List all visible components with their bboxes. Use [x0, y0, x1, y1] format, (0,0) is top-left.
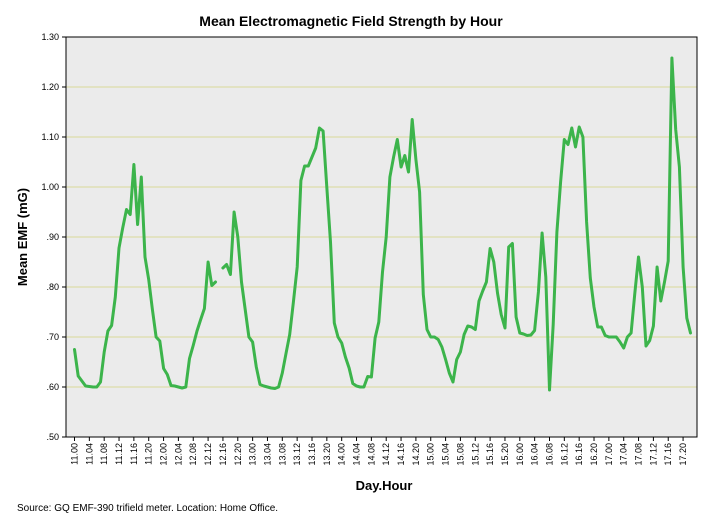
x-tick-label: 12.20: [233, 443, 243, 466]
x-tick-label: 17.08: [634, 443, 644, 466]
series-layer: [73, 56, 692, 392]
x-tick-label: 13.08: [277, 443, 287, 466]
x-tick-label: 13.00: [248, 443, 258, 466]
x-tick-label: 14.08: [366, 443, 376, 466]
x-tick-label: 17.04: [619, 443, 629, 466]
y-axis-ticks: .50 .60 .70 .80 .90 1.00 1.10 1.20 1.30: [41, 32, 66, 442]
x-tick-label: 13.20: [322, 443, 332, 466]
x-tick-label: 17.00: [604, 443, 614, 466]
x-tick-label: 11.12: [114, 443, 124, 465]
x-tick-label: 14.04: [352, 443, 362, 466]
x-tick-label: 15.00: [426, 443, 436, 466]
x-tick-label: 12.04: [173, 443, 183, 466]
x-tick-label: 15.12: [470, 443, 480, 466]
x-tick-label: 16.00: [515, 443, 525, 466]
x-tick-label: 16.04: [530, 443, 540, 466]
x-tick-label: 16.12: [559, 443, 569, 466]
x-tick-label: 16.20: [589, 443, 599, 466]
y-axis-title: Mean EMF (mG): [15, 188, 30, 286]
x-tick-label: 15.16: [485, 443, 495, 466]
y-tick-label: 1.30: [41, 32, 59, 42]
x-axis-title: Day.Hour: [356, 478, 413, 493]
x-tick-label: 12.16: [218, 443, 228, 466]
x-tick-label: 17.16: [663, 443, 673, 466]
x-tick-label: 15.20: [500, 443, 510, 466]
x-axis-ticks: 11.00 11.04 11.08 11.12 11.16 11.20 12.00 12.04…: [70, 437, 688, 466]
y-tick-label: .70: [46, 332, 59, 342]
source-note: Source: GQ EMF-390 trifield meter. Locat…: [17, 503, 278, 514]
x-tick-label: 14.16: [396, 443, 406, 466]
x-tick-label: 13.16: [307, 443, 317, 466]
x-tick-label: 11.08: [99, 443, 109, 465]
x-tick-label: 16.16: [574, 443, 584, 466]
y-tick-label: 1.20: [41, 82, 59, 92]
y-tick-label: .80: [46, 282, 59, 292]
x-tick-label: 15.08: [455, 443, 465, 466]
x-tick-label: 14.12: [381, 443, 391, 466]
x-tick-label: 17.12: [648, 443, 658, 466]
x-tick-label: 12.08: [188, 443, 198, 466]
x-tick-label: 16.08: [544, 443, 554, 466]
chart-title: Mean Electromagnetic Field Strength by H…: [199, 13, 503, 29]
x-tick-label: 14.20: [411, 443, 421, 466]
y-tick-label: 1.00: [41, 182, 59, 192]
y-tick-label: .60: [46, 382, 59, 392]
x-tick-label: 13.04: [262, 443, 272, 466]
x-tick-label: 14.00: [337, 443, 347, 466]
x-tick-label: 15.04: [441, 443, 451, 466]
x-tick-label: 13.12: [292, 443, 302, 466]
y-tick-label: .90: [46, 232, 59, 242]
x-tick-label: 12.00: [159, 443, 169, 466]
y-tick-label: .50: [46, 432, 59, 442]
x-tick-label: 11.00: [70, 443, 80, 465]
y-tick-label: 1.10: [41, 132, 59, 142]
x-tick-label: 12.12: [203, 443, 213, 466]
x-tick-label: 11.16: [129, 443, 139, 465]
x-tick-label: 11.20: [144, 443, 154, 465]
x-tick-label: 17.20: [678, 443, 688, 466]
x-tick-label: 11.04: [84, 443, 94, 465]
